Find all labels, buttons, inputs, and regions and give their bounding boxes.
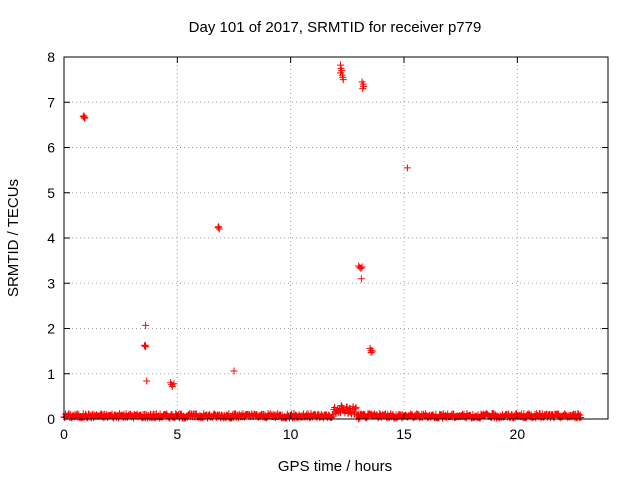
data-point [167, 379, 175, 387]
axis-ticks: 0 5 10 15 20 0 1 2 3 4 5 6 7 8 [47, 49, 608, 442]
data-point [368, 347, 376, 355]
data-point [359, 85, 367, 93]
baseline-point [351, 409, 359, 417]
data-point [143, 377, 151, 385]
baseline-point [341, 409, 349, 417]
y-tick-label: 6 [47, 140, 55, 156]
y-tick-label: 1 [47, 366, 55, 382]
y-tick-label: 4 [47, 230, 55, 246]
data-point [81, 114, 89, 122]
data-point [142, 321, 150, 329]
data-point [79, 113, 87, 121]
data-point [80, 112, 88, 120]
y-axis-title: SRMTID / TECUs [5, 179, 22, 297]
y-tick-label: 0 [47, 411, 55, 427]
baseline-point [351, 405, 359, 413]
data-point [215, 223, 223, 231]
data-point [170, 380, 178, 388]
data-point [403, 164, 411, 172]
baseline-point [337, 402, 345, 410]
baseline-points [60, 402, 585, 422]
y-tick-label: 7 [47, 94, 55, 110]
x-tick-label: 15 [396, 426, 412, 442]
data-point [357, 264, 365, 272]
x-axis-title: GPS time / hours [278, 458, 392, 475]
y-tick-label: 3 [47, 275, 55, 291]
baseline-point [344, 410, 352, 418]
grid-layer [64, 57, 608, 419]
x-tick-label: 10 [283, 426, 299, 442]
y-tick-label: 2 [47, 321, 55, 337]
data-point [339, 76, 347, 84]
x-tick-label: 20 [510, 426, 526, 442]
baseline-point [362, 414, 370, 422]
y-tick-label: 5 [47, 185, 55, 201]
x-tick-label: 5 [173, 426, 181, 442]
baseline-point [328, 414, 336, 422]
data-point [358, 263, 366, 271]
y-tick-label: 8 [47, 49, 55, 65]
x-tick-label: 0 [60, 426, 68, 442]
data-point [367, 348, 375, 356]
baseline-point [352, 403, 360, 411]
chart-title: Day 101 of 2017, SRMTID for receiver p77… [189, 19, 482, 36]
data-point [357, 275, 365, 283]
outlier-points [79, 61, 411, 423]
data-point [141, 341, 149, 349]
baseline-point [350, 408, 358, 416]
baseline-point [65, 410, 73, 418]
baseline-point [577, 414, 585, 422]
data-point [230, 367, 238, 375]
